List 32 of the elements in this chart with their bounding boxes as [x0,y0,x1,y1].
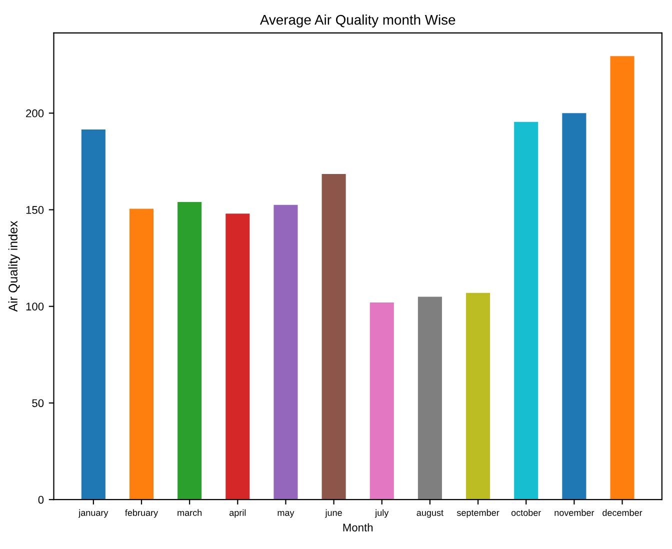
x-tick-label: august [416,510,444,518]
bar [274,204,298,500]
x-tick-label: january [78,509,108,518]
bar [129,208,154,500]
bar [562,113,586,500]
x-tick-label: october [511,509,542,516]
bar [610,56,634,500]
x-tick-label: june [325,509,342,518]
bar [418,296,442,500]
x-tick-label: february [125,509,158,518]
bar [370,302,394,500]
bar [466,292,490,500]
x-axis-title: Month [343,523,373,532]
y-tick-label: 100 [26,302,44,310]
x-tick-label: july [374,509,389,518]
bar [514,122,538,500]
x-tick-label: november [554,509,594,516]
bar [322,174,346,500]
y-tick-label: 150 [26,206,44,214]
bar [226,214,250,500]
bar [81,130,106,500]
x-tick-label: september [456,509,500,518]
y-tick-label: 50 [32,399,44,408]
x-tick-label: april [230,509,246,518]
bar [178,202,202,500]
y-tick-label: 0 [38,496,44,504]
chart-title: Average Air Quality month Wise [260,14,456,28]
y-axis-title: Air Quality index [8,220,20,312]
x-tick-label: december [602,509,642,516]
x-tick-label: may [278,510,294,518]
x-tick-label: march [178,509,202,516]
y-tick-label: 200 [26,109,44,118]
